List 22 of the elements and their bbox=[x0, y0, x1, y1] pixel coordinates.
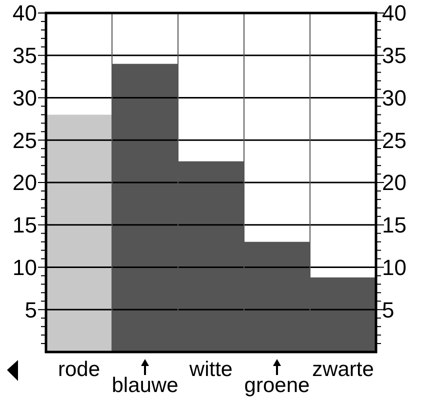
y2-tick-label: 40 bbox=[382, 0, 406, 26]
y2-tick-label: 5 bbox=[382, 297, 394, 322]
bar bbox=[46, 114, 112, 352]
y2-tick-label: 25 bbox=[382, 128, 406, 153]
y-tick-label: 25 bbox=[12, 128, 37, 153]
y-tick-label: 15 bbox=[12, 212, 37, 238]
y-tick-label: 30 bbox=[12, 85, 37, 110]
y2-tick-label: 30 bbox=[382, 85, 406, 110]
y2-tick-label: 10 bbox=[382, 254, 406, 280]
x-tick-label: witte bbox=[188, 358, 233, 381]
x-tick-label: groene bbox=[244, 374, 310, 397]
x-tick-label: blauwe bbox=[112, 374, 178, 397]
y-tick-label: 20 bbox=[12, 170, 37, 196]
x-tick-label: zwarte bbox=[312, 358, 374, 381]
y2-tick-label: 15 bbox=[382, 212, 406, 238]
y2-tick-label: 20 bbox=[382, 170, 406, 196]
x-tick-label: rode bbox=[58, 358, 100, 381]
y-tick-label: 35 bbox=[12, 43, 37, 68]
y2-tick-label: 35 bbox=[382, 43, 406, 68]
y-tick-label: 5 bbox=[24, 297, 37, 322]
y-tick-label: 40 bbox=[12, 0, 37, 26]
y-tick-label: 10 bbox=[12, 254, 37, 280]
